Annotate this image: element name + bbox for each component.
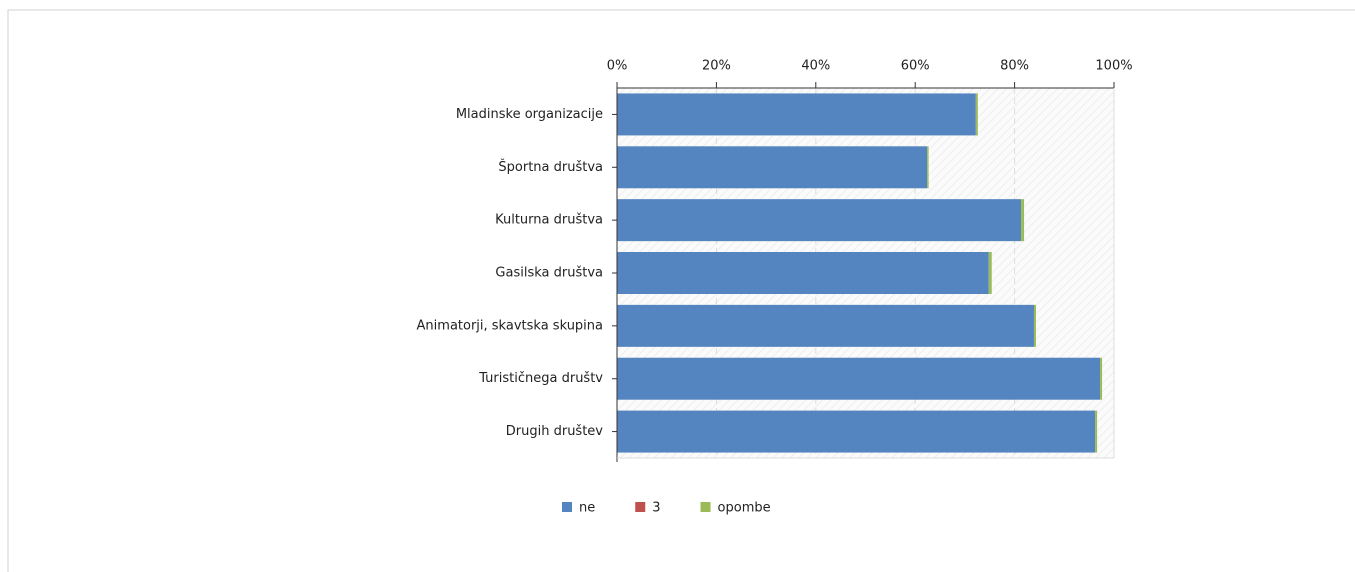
bar-segment — [1021, 199, 1025, 242]
legend-label: 3 — [652, 501, 660, 516]
y-tick-label: Drugih društev — [506, 424, 604, 439]
y-tick-label: Animatorji, skavtska skupina — [417, 318, 603, 333]
bar-segment — [988, 252, 992, 294]
bar-segment — [975, 93, 978, 136]
x-tick-label: 100% — [1095, 59, 1132, 74]
frame — [7, 9, 1355, 572]
bar-segment — [617, 146, 928, 189]
bar-segment — [617, 93, 976, 136]
bar-segment — [1033, 304, 1036, 347]
y-tick-label: Športna društva — [498, 159, 603, 175]
bar-segment — [617, 199, 1022, 242]
legend-label: ne — [579, 501, 595, 516]
legend-label: opombe — [718, 501, 771, 516]
y-tick-label: Turističnega društv — [478, 371, 603, 386]
legend-swatch — [635, 502, 646, 512]
y-tick-label: Kulturna društva — [495, 213, 603, 228]
bar-segment — [617, 252, 989, 294]
y-tick-label: Mladinske organizacije — [456, 107, 603, 122]
y-tick-label: Gasilska društva — [495, 266, 603, 281]
bar-segment — [927, 146, 929, 189]
x-tick-label: 80% — [1000, 59, 1029, 74]
bar-segment — [1100, 357, 1103, 400]
x-tick-label: 60% — [901, 59, 930, 74]
legend-swatch — [562, 502, 572, 512]
x-tick-label: 40% — [801, 59, 830, 74]
bar-segment — [617, 304, 1034, 347]
legend-swatch — [700, 502, 711, 512]
bar-segment — [617, 410, 1096, 453]
bar-segment — [617, 357, 1101, 400]
bar-segment — [1095, 410, 1098, 453]
x-tick-label: 0% — [607, 59, 628, 74]
x-tick-label: 20% — [702, 59, 731, 74]
